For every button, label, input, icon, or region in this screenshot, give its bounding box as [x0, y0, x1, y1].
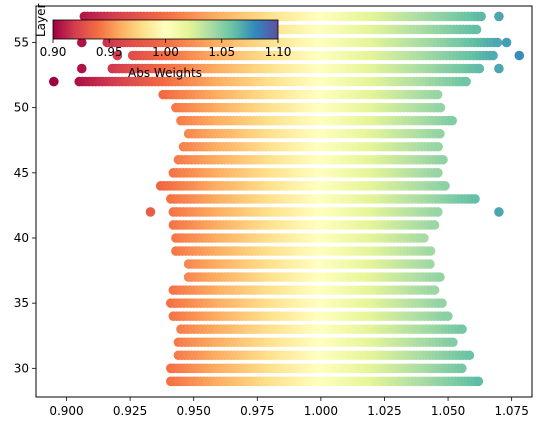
- data-point: [470, 194, 480, 204]
- x-tick-label: 0.900: [49, 404, 83, 418]
- colorbar-tick-label: 0.90: [40, 45, 67, 59]
- data-point: [473, 376, 484, 387]
- data-point: [433, 207, 443, 217]
- y-tick-label: 55: [14, 35, 29, 49]
- x-tick-label: 1.025: [367, 404, 401, 418]
- y-tick-label: 50: [14, 101, 29, 115]
- x-tick-label: 1.000: [304, 404, 338, 418]
- data-point: [492, 37, 503, 48]
- data-point: [145, 207, 156, 217]
- data-point: [49, 76, 59, 87]
- data-point: [76, 63, 87, 74]
- data-point: [494, 11, 504, 22]
- data-point: [433, 168, 443, 178]
- data-point: [488, 50, 498, 61]
- data-points: [49, 11, 525, 387]
- x-tick-label: 0.975: [240, 404, 274, 418]
- data-point: [457, 324, 467, 335]
- data-point: [432, 89, 443, 100]
- data-point: [474, 63, 485, 74]
- y-tick-label: 40: [14, 231, 29, 245]
- colorbar-tick-label: 1.05: [208, 45, 235, 59]
- data-point: [76, 37, 87, 48]
- x-tick-label: 1.050: [431, 404, 465, 418]
- data-point: [433, 141, 443, 152]
- data-point: [471, 24, 482, 35]
- y-axis-label: Layer: [34, 3, 48, 37]
- data-point: [438, 154, 448, 165]
- data-point: [437, 298, 447, 308]
- data-point: [429, 285, 440, 295]
- colorbar-ticks: 0.90 0.95 1.00 1.05 1.10: [40, 39, 292, 59]
- data-point: [494, 63, 504, 74]
- y-tick-label: 35: [14, 296, 29, 310]
- data-point: [494, 207, 504, 217]
- x-axis: 0.900 0.925 0.950 0.975 1.000 1.025 1.050 1.075: [49, 397, 529, 418]
- data-point: [514, 50, 525, 61]
- data-point: [435, 102, 446, 113]
- data-point: [435, 128, 445, 139]
- data-point: [435, 272, 445, 282]
- y-tick-label: 30: [14, 361, 29, 375]
- colorbar: 0.90 0.95 1.00 1.05 1.10 Abs Weights: [40, 19, 292, 80]
- data-point: [448, 337, 458, 348]
- data-point: [461, 76, 471, 87]
- colorbar-label: Abs Weights: [128, 66, 202, 80]
- data-point: [464, 350, 475, 361]
- data-point: [419, 233, 429, 243]
- x-tick-label: 0.950: [177, 404, 211, 418]
- data-point: [501, 37, 512, 48]
- data-point: [425, 259, 435, 269]
- x-tick-label: 0.925: [113, 404, 147, 418]
- data-point: [429, 220, 440, 230]
- data-point: [457, 363, 467, 374]
- colorbar-tick-label: 1.00: [152, 45, 179, 59]
- x-tick-label: 1.075: [494, 404, 528, 418]
- data-point: [447, 115, 457, 126]
- colorbar-strip: [52, 19, 279, 40]
- colorbar-tick-label: 1.10: [265, 45, 292, 59]
- data-point: [112, 50, 123, 61]
- data-point: [443, 311, 453, 321]
- data-point: [425, 246, 436, 256]
- plot-frame: [35, 5, 533, 398]
- y-axis: 30 35 40 45 50 55: [14, 35, 36, 375]
- data-point: [476, 11, 486, 22]
- data-point: [440, 181, 450, 191]
- colorbar-tick-label: 0.95: [96, 45, 123, 59]
- y-tick-label: 45: [14, 166, 29, 180]
